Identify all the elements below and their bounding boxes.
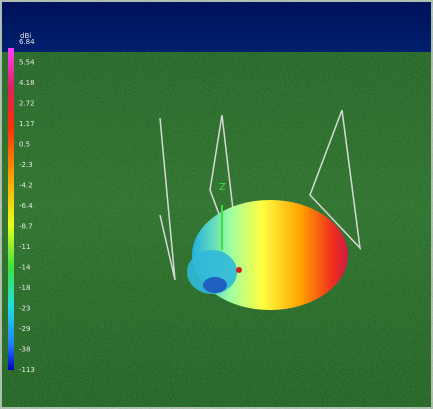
tick-label: -113 <box>19 366 35 374</box>
tick-label: 4.18 <box>19 79 35 87</box>
legend-title: dBi <box>20 32 31 40</box>
tick-label: -23 <box>19 305 30 313</box>
tick-label: -18 <box>19 284 30 292</box>
tick-label: -14 <box>19 264 31 272</box>
tick-label: 1.17 <box>19 120 35 128</box>
radiation-null <box>203 277 227 293</box>
tick-label: 6.84 <box>19 38 35 46</box>
tick-labels: 6.84 5.54 4.18 2.72 1.17 0.5 -2.3 -4.2 -6.4 -8.7 -… <box>19 38 35 374</box>
sky <box>2 2 431 52</box>
tick-label: -11 <box>19 243 30 251</box>
tick-label: -29 <box>19 325 30 333</box>
feed-point <box>236 267 242 273</box>
axis-label: Z <box>219 182 226 193</box>
tick-label: -38 <box>19 346 30 354</box>
tick-label: -8.7 <box>19 223 33 231</box>
colorbar <box>8 48 14 370</box>
tick-label: 5.54 <box>19 59 35 67</box>
tick-label: 0.5 <box>19 141 30 149</box>
tick-label: -2.3 <box>19 161 33 169</box>
tick-label: -6.4 <box>19 202 33 210</box>
tick-label: -4.2 <box>19 182 33 190</box>
tick-label: 2.72 <box>19 100 35 108</box>
